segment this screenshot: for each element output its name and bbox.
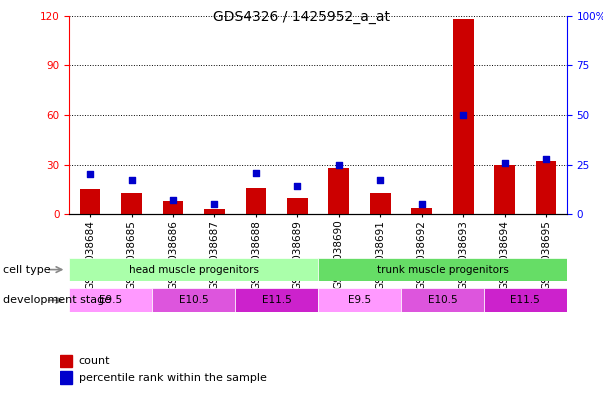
Bar bbox=[60, 354, 72, 367]
Text: development stage: development stage bbox=[3, 295, 111, 305]
Point bbox=[127, 177, 136, 184]
Bar bbox=[204, 209, 225, 214]
Text: E9.5: E9.5 bbox=[348, 295, 371, 305]
Text: count: count bbox=[78, 356, 110, 366]
Bar bbox=[245, 188, 267, 214]
Bar bbox=[370, 193, 391, 214]
Bar bbox=[235, 288, 318, 312]
Bar bbox=[163, 201, 183, 214]
Point bbox=[292, 183, 302, 189]
Bar bbox=[60, 371, 72, 384]
Text: head muscle progenitors: head muscle progenitors bbox=[128, 264, 259, 275]
Bar bbox=[318, 288, 401, 312]
Point bbox=[85, 171, 95, 178]
Bar bbox=[484, 288, 567, 312]
Bar bbox=[152, 288, 235, 312]
Point bbox=[541, 156, 551, 162]
Bar bbox=[411, 208, 432, 214]
Text: E10.5: E10.5 bbox=[179, 295, 209, 305]
Bar bbox=[287, 198, 308, 214]
Point bbox=[210, 201, 219, 208]
Point bbox=[168, 197, 178, 204]
Bar bbox=[453, 19, 473, 214]
Point bbox=[458, 112, 468, 118]
Text: percentile rank within the sample: percentile rank within the sample bbox=[78, 373, 267, 383]
Text: E9.5: E9.5 bbox=[99, 295, 122, 305]
Point bbox=[417, 201, 426, 208]
Bar bbox=[401, 288, 484, 312]
Text: E10.5: E10.5 bbox=[428, 295, 457, 305]
Bar bbox=[535, 161, 557, 214]
Bar bbox=[69, 258, 318, 281]
Text: cell type: cell type bbox=[3, 264, 51, 275]
Point bbox=[334, 162, 344, 168]
Bar bbox=[80, 189, 101, 214]
Bar bbox=[318, 258, 567, 281]
Bar bbox=[121, 193, 142, 214]
Bar bbox=[329, 168, 349, 214]
Bar bbox=[69, 288, 152, 312]
Point bbox=[251, 169, 260, 176]
Text: E11.5: E11.5 bbox=[262, 295, 291, 305]
Text: trunk muscle progenitors: trunk muscle progenitors bbox=[376, 264, 508, 275]
Point bbox=[500, 160, 510, 166]
Text: GDS4326 / 1425952_a_at: GDS4326 / 1425952_a_at bbox=[213, 10, 390, 24]
Bar bbox=[494, 165, 515, 214]
Point bbox=[376, 177, 385, 184]
Text: E11.5: E11.5 bbox=[511, 295, 540, 305]
